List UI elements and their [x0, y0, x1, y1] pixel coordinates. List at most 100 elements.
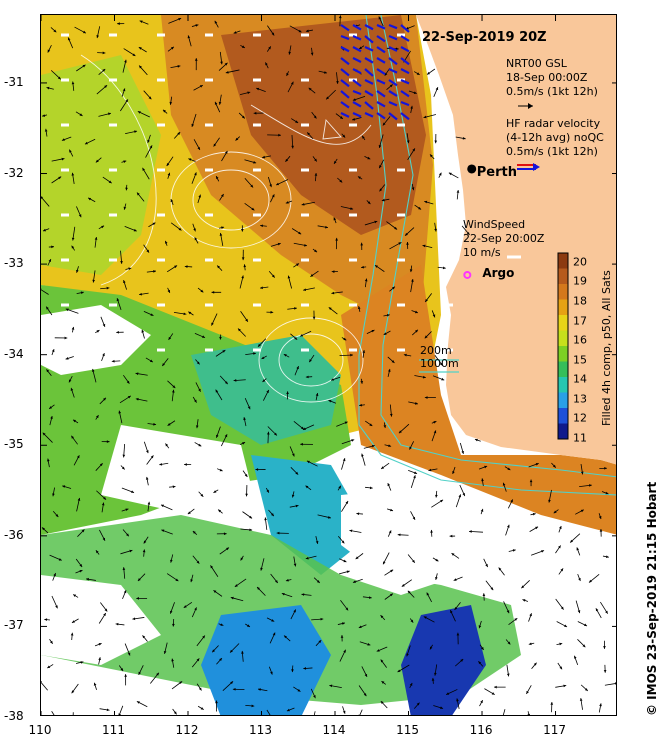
current-vector [120, 549, 133, 555]
colorbar-swatch [558, 355, 568, 359]
current-vector [50, 70, 62, 80]
colorbar-border [557, 252, 569, 440]
current-vector [318, 70, 328, 74]
colorbar-swatch [558, 324, 568, 328]
current-vector [340, 635, 344, 642]
current-vector [361, 453, 366, 466]
hf-radar-vector [352, 24, 362, 31]
colorbar-tick-label: 12 [573, 411, 587, 425]
current-vector [431, 677, 435, 684]
hf-radar-vector [388, 46, 398, 52]
current-vector [341, 133, 346, 138]
current-vector [364, 278, 368, 288]
hf-radar-vector [400, 112, 410, 121]
current-vector [222, 681, 234, 691]
current-vector [528, 463, 539, 468]
current-vector [359, 641, 371, 646]
current-vector [76, 64, 86, 72]
current-vector [183, 601, 193, 609]
current-vector [303, 667, 313, 670]
current-vector [225, 69, 240, 74]
current-vector [424, 396, 436, 399]
current-vector [93, 682, 97, 690]
current-vector [335, 113, 344, 120]
wind-vectors [61, 33, 453, 352]
current-vector [215, 700, 218, 712]
current-vector [42, 432, 53, 443]
current-vector [340, 206, 354, 210]
colorbar-tick-label: 19 [573, 274, 587, 288]
current-vector [283, 353, 290, 358]
hf-radar-vector [340, 79, 350, 88]
current-vector [285, 200, 293, 204]
current-vector [303, 287, 315, 292]
current-vector [397, 664, 410, 673]
current-vector [558, 525, 562, 533]
colorbar-tick-label: 18 [573, 294, 587, 308]
hf-radar-vector [364, 35, 374, 44]
current-vector [387, 368, 391, 377]
current-vector [302, 424, 315, 431]
current-vector [121, 160, 127, 163]
current-vector [423, 616, 435, 623]
current-vector [242, 470, 248, 478]
current-vector [167, 380, 176, 389]
hf-radar-vector [364, 90, 374, 97]
current-vector [164, 240, 168, 246]
colorbar-swatch [558, 367, 568, 372]
current-vector [122, 567, 126, 579]
current-vector [550, 701, 554, 713]
current-vector [137, 111, 150, 118]
current-vector [312, 156, 318, 162]
colorbar-swatch [558, 398, 568, 403]
current-vector [121, 487, 135, 493]
current-vector [308, 354, 315, 363]
current-vector [52, 572, 56, 581]
current-vector [214, 101, 221, 113]
current-vector [521, 579, 530, 589]
current-vector [46, 458, 50, 468]
current-vector [210, 565, 219, 577]
current-vector [268, 509, 275, 517]
current-vector [483, 558, 489, 568]
current-vector [244, 398, 251, 410]
colorbar-swatch [558, 262, 568, 266]
colorbar-swatch [558, 308, 568, 313]
current-vector [283, 635, 291, 642]
current-vector [41, 288, 49, 295]
colorbar-swatch [558, 364, 568, 369]
current-vector [508, 617, 518, 625]
current-vector [220, 434, 228, 447]
hf-radar-vector [352, 34, 362, 41]
current-vector [381, 680, 387, 685]
sst-field-brown [221, 15, 426, 235]
current-vector [196, 635, 206, 647]
current-vector [138, 46, 147, 53]
current-vector [452, 466, 456, 475]
current-vector [211, 645, 219, 653]
current-vector [95, 550, 100, 555]
hf-radar-vector [388, 57, 398, 66]
current-vector [448, 172, 459, 179]
current-vector [406, 645, 411, 657]
current-vector [449, 534, 456, 538]
gsl-contours [80, 54, 372, 403]
current-vector [374, 264, 385, 272]
current-vector [98, 68, 106, 76]
current-vector [71, 326, 75, 333]
current-vector [101, 440, 110, 444]
current-vector [335, 237, 338, 250]
hf-radar-vector [388, 67, 398, 74]
current-vector [44, 618, 51, 622]
current-vector [45, 306, 53, 316]
current-vector [71, 172, 75, 185]
current-vector [426, 592, 432, 603]
gsl-legend-title: NRT00 GSL [506, 57, 567, 70]
current-vector [576, 547, 581, 556]
current-vector [235, 136, 241, 141]
current-vector [505, 524, 510, 536]
current-vector [76, 206, 82, 218]
map-title: 22-Sep-2019 20Z [422, 30, 547, 45]
current-vector [73, 455, 80, 466]
hf-scale-arrowhead [533, 163, 540, 171]
